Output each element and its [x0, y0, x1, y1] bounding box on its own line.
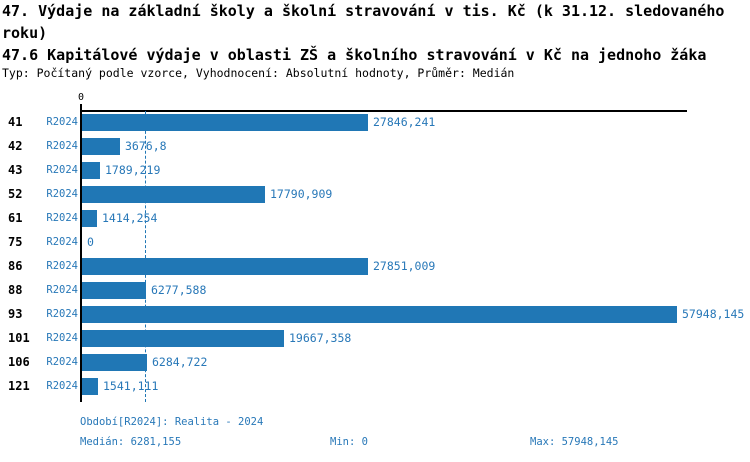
bar — [82, 282, 146, 299]
value-label: 1414,254 — [102, 211, 158, 225]
category-label: 61 — [8, 211, 23, 225]
category-label: 106 — [8, 355, 30, 369]
report-title-line2: roku) — [2, 24, 48, 42]
category-label: 93 — [8, 307, 23, 321]
value-label: 27846,241 — [373, 115, 436, 129]
value-label: 0 — [87, 235, 94, 249]
median-stat: Medián: 6281,155 — [80, 436, 182, 448]
report-title-line1: 47. Výdaje na základní školy a školní st… — [2, 2, 725, 20]
x-axis-zero-tick-mark — [80, 104, 82, 112]
series-label: R2024 — [46, 284, 78, 296]
value-label: 6277,588 — [151, 283, 207, 297]
category-label: 52 — [8, 187, 23, 201]
max-stat: Max: 57948,145 — [530, 436, 619, 448]
series-label: R2024 — [46, 260, 78, 272]
series-label: R2024 — [46, 140, 78, 152]
bar — [82, 114, 368, 131]
bar — [82, 354, 147, 371]
category-label: 41 — [8, 115, 23, 129]
value-label: 57948,145 — [682, 307, 745, 321]
category-label: 86 — [8, 259, 23, 273]
category-label: 75 — [8, 235, 23, 249]
bar — [82, 330, 284, 347]
bar — [82, 306, 677, 323]
min-stat: Min: 0 — [330, 436, 368, 448]
chart-subtitle: 47.6 Kapitálové výdaje v oblasti ZŠ a šk… — [2, 46, 707, 64]
bar — [82, 210, 97, 227]
category-label: 101 — [8, 331, 30, 345]
series-label: R2024 — [46, 356, 78, 368]
value-label: 6284,722 — [152, 355, 208, 369]
category-label: 121 — [8, 379, 30, 393]
chart-y-axis-line — [80, 110, 82, 402]
value-label: 27851,009 — [373, 259, 436, 273]
value-label: 1541,111 — [103, 379, 159, 393]
value-label: 19667,358 — [289, 331, 352, 345]
chart-top-axis-line — [80, 110, 687, 112]
series-label: R2024 — [46, 188, 78, 200]
period-legend: Období[R2024]: Realita - 2024 — [80, 416, 264, 428]
value-label: 17790,909 — [270, 187, 333, 201]
value-label: 3676,8 — [125, 139, 167, 153]
category-label: 42 — [8, 139, 23, 153]
series-label: R2024 — [46, 116, 78, 128]
category-label: 43 — [8, 163, 23, 177]
series-label: R2024 — [46, 308, 78, 320]
series-label: R2024 — [46, 380, 78, 392]
bar — [82, 258, 368, 275]
bar — [82, 162, 100, 179]
median-reference-line — [145, 111, 146, 402]
series-label: R2024 — [46, 164, 78, 176]
series-label: R2024 — [46, 236, 78, 248]
bar — [82, 186, 265, 203]
bar — [82, 138, 120, 155]
x-axis-zero-tick-label: 0 — [77, 92, 85, 103]
series-label: R2024 — [46, 332, 78, 344]
category-label: 88 — [8, 283, 23, 297]
series-label: R2024 — [46, 212, 78, 224]
value-label: 1789,219 — [105, 163, 161, 177]
bar — [82, 378, 98, 395]
chart-meta-info: Typ: Počítaný podle vzorce, Vyhodnocení:… — [2, 66, 515, 80]
